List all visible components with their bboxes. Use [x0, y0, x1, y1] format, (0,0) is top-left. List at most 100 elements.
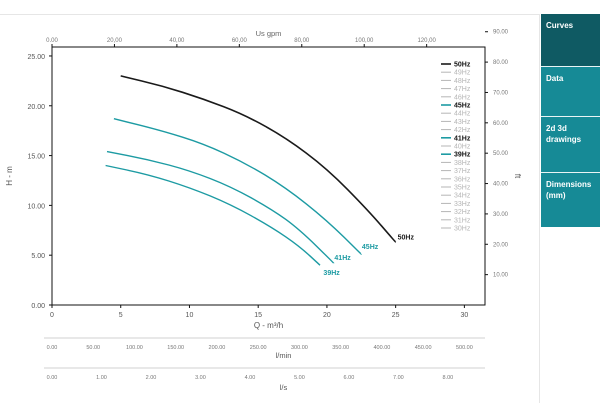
y-tick-label: 15.00 [27, 154, 45, 161]
lmin-axis-label: l/min [276, 351, 292, 360]
legend-item-37Hz: 37Hz [454, 168, 471, 175]
legend-item-40Hz: 40Hz [454, 144, 471, 151]
legend-item-44Hz: 44Hz [454, 111, 471, 118]
tab-separator [541, 172, 600, 173]
tab-dimensions[interactable]: Dimensions (mm) [541, 173, 600, 227]
x-tick-label: 20 [323, 312, 331, 319]
right-tick-label: 60.00 [493, 121, 509, 127]
lmin-tick-label: 150.00 [167, 345, 184, 351]
legend-item-47Hz: 47Hz [454, 86, 471, 93]
lmin-tick-label: 400.00 [373, 345, 390, 351]
top-tick-label: 80,00 [294, 38, 310, 44]
right-tick-label: 80.00 [493, 60, 509, 66]
sidebar: Curves Data 2d 3d drawings Dimensions (m… [541, 0, 600, 227]
tab-separator [541, 66, 600, 67]
pump-curve-chart: 0 5 10 15 20 25 30 Q - m³/h 0.00 5.00 10.00 15.00 20… [0, 14, 540, 392]
curve-label-45Hz: 45Hz [362, 244, 379, 251]
curve-45Hz [113, 118, 362, 255]
lmin-tick-label: 500.00 [456, 345, 473, 351]
ls-tick-label: 8.00 [443, 375, 454, 381]
curve-41Hz [106, 150, 335, 264]
legend-item-32Hz: 32Hz [454, 209, 471, 216]
legend-item-36Hz: 36Hz [454, 176, 471, 183]
y-tick-label: 25.00 [27, 54, 45, 61]
x-tick-label: 10 [186, 312, 194, 319]
legend-item-41Hz: 41Hz [454, 135, 471, 142]
y-tick-label: 10.00 [27, 203, 45, 210]
lmin-tick-label: 50.00 [86, 345, 100, 351]
ls-tick-label: 7.00 [393, 375, 404, 381]
curve-label-39Hz: 39Hz [323, 270, 340, 277]
right-axis-label: ft [513, 174, 522, 179]
right-tick-label: 30.00 [493, 212, 509, 218]
curve-39Hz [105, 164, 321, 266]
y-tick-label: 5.00 [31, 253, 45, 260]
curve-label-41Hz: 41Hz [334, 255, 351, 262]
right-tick-label: 70.00 [493, 90, 509, 96]
ls-tick-label: 2.00 [146, 375, 157, 381]
legend-item-33Hz: 33Hz [454, 201, 471, 208]
top-tick-label: 100,00 [355, 38, 374, 44]
right-tick-label: 50.00 [493, 151, 509, 157]
lmin-tick-label: 0.00 [47, 345, 58, 351]
ls-tick-label: 5.00 [294, 375, 305, 381]
lmin-tick-label: 100.00 [126, 345, 143, 351]
legend-item-49Hz: 49Hz [454, 70, 471, 77]
lmin-tick-label: 300.00 [291, 345, 308, 351]
legend-item-34Hz: 34Hz [454, 193, 471, 200]
top-tick-label: 40,00 [169, 38, 185, 44]
top-axis-label: Us gpm [256, 29, 282, 38]
lmin-tick-label: 450.00 [415, 345, 432, 351]
ls-tick-label: 6.00 [344, 375, 355, 381]
top-tick-label: 60,00 [232, 38, 248, 44]
ls-axis-label: l/s [280, 383, 288, 392]
curve-label-50Hz: 50Hz [398, 234, 415, 241]
chart-svg: 0 5 10 15 20 25 30 Q - m³/h 0.00 5.00 10.00 15.00 20… [5, 29, 522, 392]
x-tick-label: 30 [460, 312, 468, 319]
legend-item-43Hz: 43Hz [454, 119, 471, 126]
lmin-tick-label: 200.00 [209, 345, 226, 351]
top-tick-label: 0.00 [46, 38, 58, 44]
ls-tick-label: 3.00 [195, 375, 206, 381]
tab-dimensions-label: Dimensions (mm) [546, 180, 592, 200]
legend-item-46Hz: 46Hz [454, 94, 471, 101]
x-tick-label: 15 [254, 312, 262, 319]
lmin-tick-label: 350.00 [332, 345, 349, 351]
tab-separator [541, 116, 600, 117]
legend-item-31Hz: 31Hz [454, 217, 471, 224]
top-divider [0, 14, 540, 15]
tab-drawings-label: 2d 3d drawings [546, 124, 582, 144]
tab-data[interactable]: Data [541, 67, 600, 116]
legend-item-39Hz: 39Hz [454, 152, 471, 159]
y-tick-label: 20.00 [27, 104, 45, 111]
x-tick-label: 5 [119, 312, 123, 319]
ls-tick-label: 4.00 [245, 375, 256, 381]
legend-item-45Hz: 45Hz [454, 103, 471, 110]
plot-frame [51, 46, 486, 306]
tab-drawings[interactable]: 2d 3d drawings [541, 117, 600, 172]
y-axis-label: H - m [5, 166, 14, 186]
legend-item-38Hz: 38Hz [454, 160, 471, 167]
lmin-tick-label: 250.00 [250, 345, 267, 351]
tab-curves[interactable]: Curves [541, 14, 600, 66]
sidebar-divider [539, 14, 540, 403]
tab-data-label: Data [546, 74, 564, 83]
x-tick-label: 0 [50, 312, 54, 319]
legend-item-30Hz: 30Hz [454, 226, 471, 233]
right-tick-label: 40.00 [493, 182, 509, 188]
top-tick-label: 20,00 [107, 38, 123, 44]
right-tick-label: 10.00 [493, 273, 509, 279]
curve-50Hz [120, 75, 397, 243]
legend-item-48Hz: 48Hz [454, 78, 471, 85]
x-axis-label: Q - m³/h [254, 321, 283, 330]
right-tick-label: 20.00 [493, 242, 509, 248]
x-tick-label: 25 [392, 312, 400, 319]
tab-curves-label: Curves [546, 21, 574, 30]
legend-item-35Hz: 35Hz [454, 185, 471, 192]
right-tick-label: 90.00 [493, 30, 509, 36]
y-tick-label: 0.00 [31, 303, 45, 310]
ls-tick-label: 1.00 [96, 375, 107, 381]
ls-tick-label: 0.00 [47, 375, 58, 381]
legend-item-42Hz: 42Hz [454, 127, 471, 134]
legend-item-50Hz: 50Hz [454, 62, 471, 69]
